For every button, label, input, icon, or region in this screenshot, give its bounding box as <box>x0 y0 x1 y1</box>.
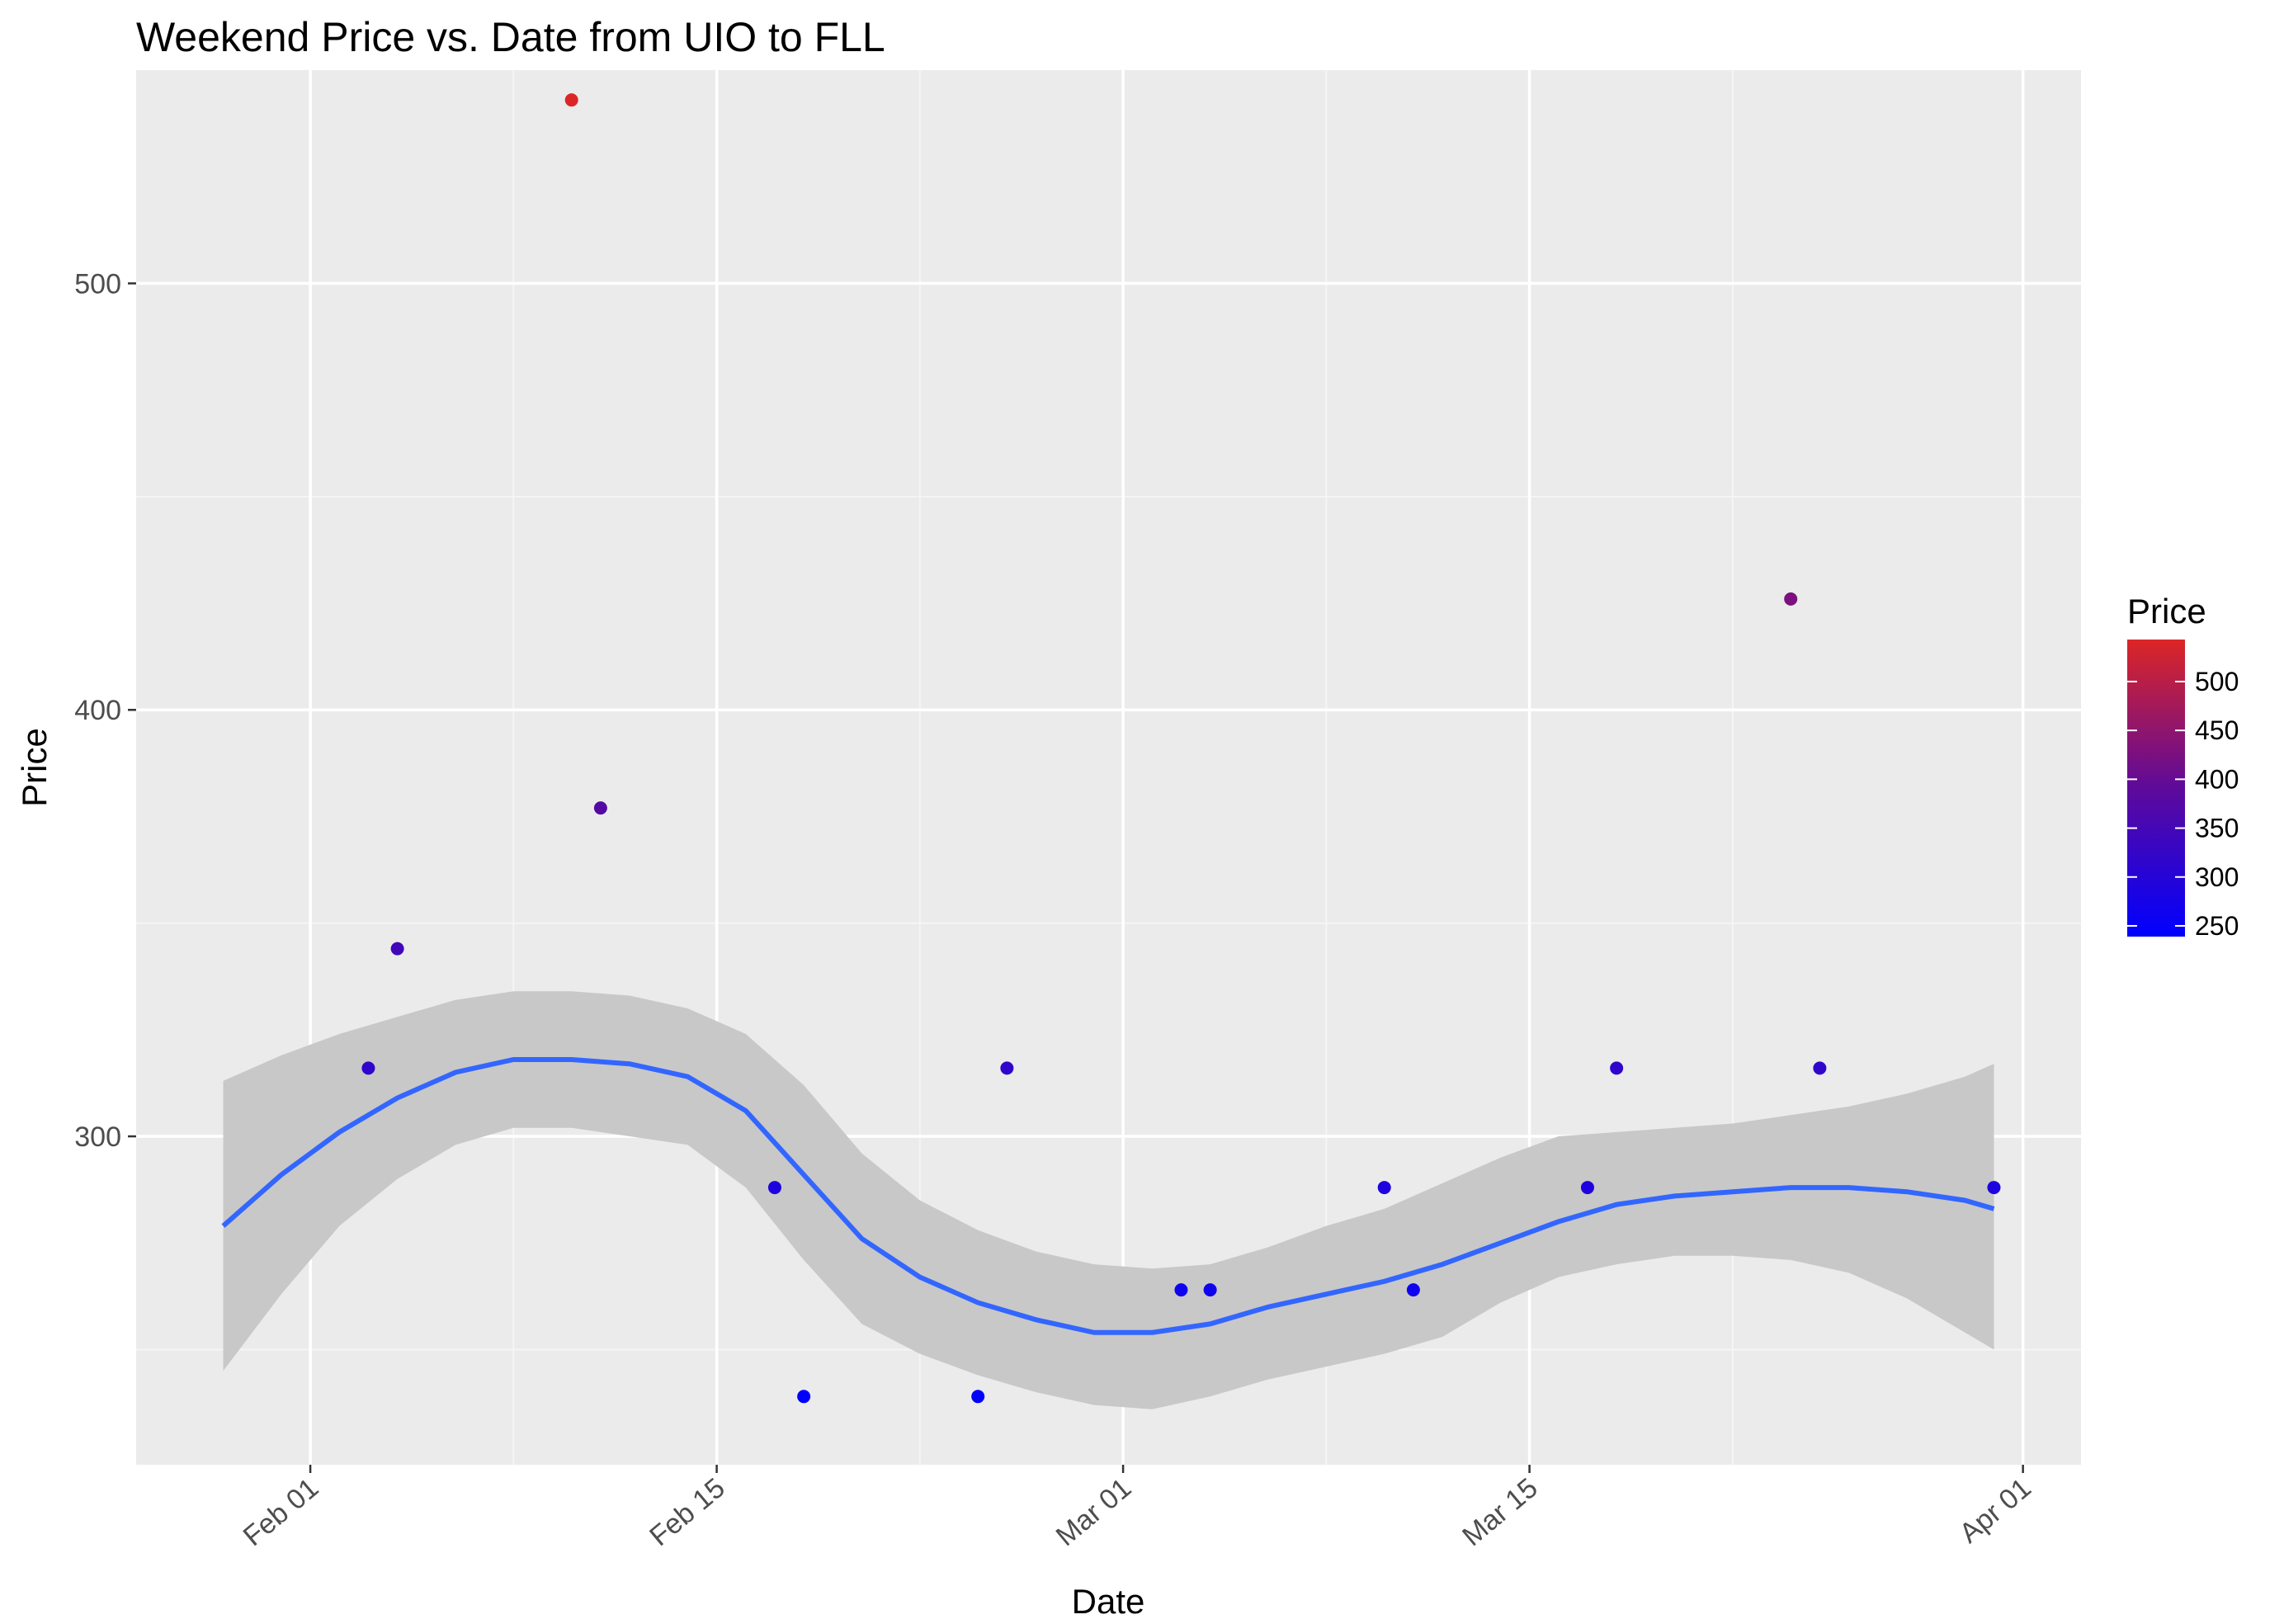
legend-tick-label: 350 <box>2195 814 2239 843</box>
minor-gridlines <box>136 70 2081 1465</box>
data-point <box>767 1181 781 1195</box>
legend-colorbar <box>2127 640 2185 937</box>
color-legend: Price 250 300 350 400 450 500 <box>2127 592 2239 941</box>
y-tick-label: 300 <box>74 1121 121 1153</box>
x-tick-label: Apr 01 <box>1954 1472 2037 1550</box>
y-axis-title: Price <box>15 728 54 807</box>
y-axis-ticks: 300 400 500 <box>74 268 136 1153</box>
smooth-line <box>221 1057 1995 1335</box>
x-tick-label: Mar 01 <box>1050 1472 1137 1552</box>
data-point <box>1203 1283 1217 1297</box>
legend-ticks: 250 300 350 400 450 500 <box>2127 667 2239 941</box>
x-axis-title: Date <box>1072 1582 1145 1621</box>
chart-title: Weekend Price vs. Date from UIO to FLL <box>136 14 885 60</box>
data-point <box>593 801 607 815</box>
data-point <box>390 942 404 956</box>
data-point <box>1610 1061 1624 1075</box>
data-point <box>797 1390 811 1404</box>
data-point <box>564 93 578 107</box>
data-point <box>1377 1181 1391 1195</box>
data-point <box>1406 1283 1420 1297</box>
legend-tick-label: 250 <box>2195 911 2239 941</box>
data-point <box>1784 592 1798 606</box>
y-tick-label: 500 <box>74 268 121 300</box>
legend-tick-label: 500 <box>2195 667 2239 696</box>
data-point <box>1813 1061 1827 1075</box>
y-tick-label: 400 <box>74 695 121 726</box>
data-point <box>971 1390 985 1404</box>
data-point <box>1580 1181 1594 1195</box>
x-axis-ticks: Feb 01 Feb 15 Mar 01 Mar 15 Apr 01 <box>238 1465 2037 1552</box>
x-tick-label: Mar 15 <box>1456 1472 1543 1552</box>
x-tick-label: Feb 15 <box>644 1472 731 1552</box>
data-point <box>1174 1283 1188 1297</box>
data-point <box>361 1061 375 1075</box>
legend-title: Price <box>2127 592 2206 630</box>
legend-tick-label: 450 <box>2195 715 2239 745</box>
x-tick-label: Feb 01 <box>238 1472 325 1552</box>
data-point <box>1000 1061 1014 1075</box>
data-points <box>361 93 2001 1404</box>
legend-tick-label: 300 <box>2195 862 2239 892</box>
data-point <box>1987 1181 2001 1195</box>
confidence-band <box>223 991 1994 1409</box>
legend-tick-label: 400 <box>2195 764 2239 794</box>
